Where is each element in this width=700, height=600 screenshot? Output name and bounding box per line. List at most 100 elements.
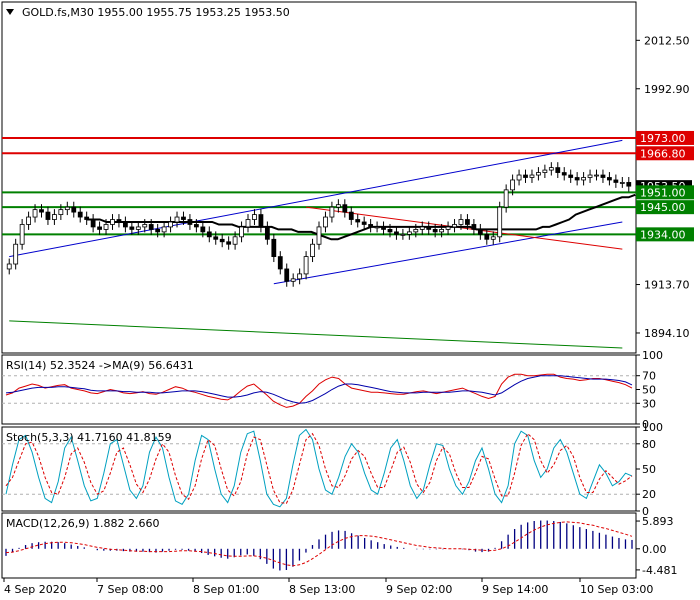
candle (587, 174, 593, 178)
candle (355, 219, 361, 223)
candle (271, 238, 277, 257)
candle (239, 226, 244, 238)
candle (174, 216, 180, 223)
candle (129, 226, 135, 230)
stochastic-line (5, 432, 633, 504)
macd-title: MACD(12,26,9) 1.882 2.660 (6, 517, 160, 530)
level-tag-label: 1966.80 (640, 147, 686, 160)
x-tick-label: 10 Sep 03:00 (580, 583, 653, 596)
candle (135, 226, 141, 230)
y-tick-label: 2012.50 (644, 34, 690, 47)
price-chart-title: GOLD.fs,M30 1955.00 1955.75 1953.25 1953… (22, 6, 290, 19)
candle (548, 167, 554, 171)
y-tick-label: 70 (642, 370, 656, 383)
x-tick-label: 9 Sep 14:00 (482, 583, 548, 596)
stochastic-title: Stoch(5,3,3) 41.7160 41.8159 (6, 431, 172, 444)
y-tick-label: 50 (642, 463, 656, 476)
level-tag-label: 1934.00 (640, 228, 686, 241)
y-tick-label: 80 (642, 438, 656, 451)
candle (97, 226, 102, 230)
trendline (273, 221, 623, 285)
candle (297, 273, 303, 280)
trendline (9, 320, 623, 349)
candle (264, 226, 270, 240)
candle (206, 231, 212, 238)
candle (200, 226, 206, 233)
x-tick-label: 8 Sep 13:00 (289, 583, 355, 596)
candle (523, 174, 528, 178)
candle (64, 206, 70, 211)
candle (168, 221, 173, 228)
candle (542, 169, 548, 173)
candle (406, 231, 412, 235)
y-tick-label: 0.00 (642, 543, 667, 556)
candle (426, 226, 432, 230)
candle (122, 221, 128, 228)
candle (245, 219, 251, 228)
rsi-line (5, 375, 633, 404)
candle (387, 229, 393, 233)
y-tick-label: 1913.70 (644, 279, 690, 292)
candle (471, 224, 477, 230)
x-tick-label: 4 Sep 2020 (4, 583, 67, 596)
candle (581, 177, 586, 181)
y-tick-label: 1894.10 (644, 327, 690, 340)
candle (490, 236, 496, 240)
candle (477, 229, 483, 235)
y-tick-label: 0 (642, 418, 649, 431)
candle (394, 231, 399, 235)
candle (536, 172, 541, 176)
candle (568, 174, 574, 178)
candle (110, 219, 115, 225)
candle (484, 233, 490, 240)
candle (497, 206, 503, 238)
candle (439, 229, 445, 233)
stochastic-panel: Stoch(5,3,3) 41.7160 41.8159 100 80 50 20 0 (1, 421, 663, 518)
candle (555, 167, 561, 173)
candle (26, 216, 31, 225)
candle (45, 211, 51, 220)
candle (187, 219, 193, 225)
y-tick-label: -4.481 (642, 564, 677, 577)
candle (155, 229, 161, 233)
candle (316, 226, 322, 245)
candle (335, 204, 341, 208)
rsi-panel: RSI(14) 52.3524 ->MA(9) 56.6431 100 705030… (1, 349, 663, 431)
candle (84, 216, 90, 220)
candle (445, 226, 451, 230)
candle (232, 236, 238, 245)
candle (368, 224, 374, 228)
candle (413, 229, 419, 233)
candle (13, 243, 19, 265)
candle (161, 226, 167, 233)
candle (39, 209, 44, 213)
candle (516, 174, 522, 181)
candle (52, 214, 57, 220)
candle (6, 263, 12, 270)
candle (323, 216, 328, 228)
candle (458, 219, 464, 225)
candle (58, 209, 64, 215)
trendline (306, 206, 623, 250)
candle (258, 214, 264, 228)
level-tag (636, 146, 694, 161)
candle (310, 243, 315, 257)
level-tag-label: 1973.00 (640, 132, 686, 145)
y-tick-label: 20 (642, 488, 656, 501)
candle (219, 238, 225, 243)
rsi-line (5, 373, 633, 408)
candle (529, 174, 535, 178)
candle (361, 221, 367, 225)
candle (419, 226, 425, 230)
candle (193, 224, 199, 228)
candle (374, 226, 380, 229)
candle (503, 189, 509, 208)
candle (142, 224, 148, 228)
candle (381, 226, 386, 230)
rsi-frame (1, 354, 637, 425)
candle (71, 206, 77, 213)
level-tag (636, 130, 694, 145)
candle (329, 206, 335, 218)
y-tick-label: 5.893 (642, 515, 674, 528)
